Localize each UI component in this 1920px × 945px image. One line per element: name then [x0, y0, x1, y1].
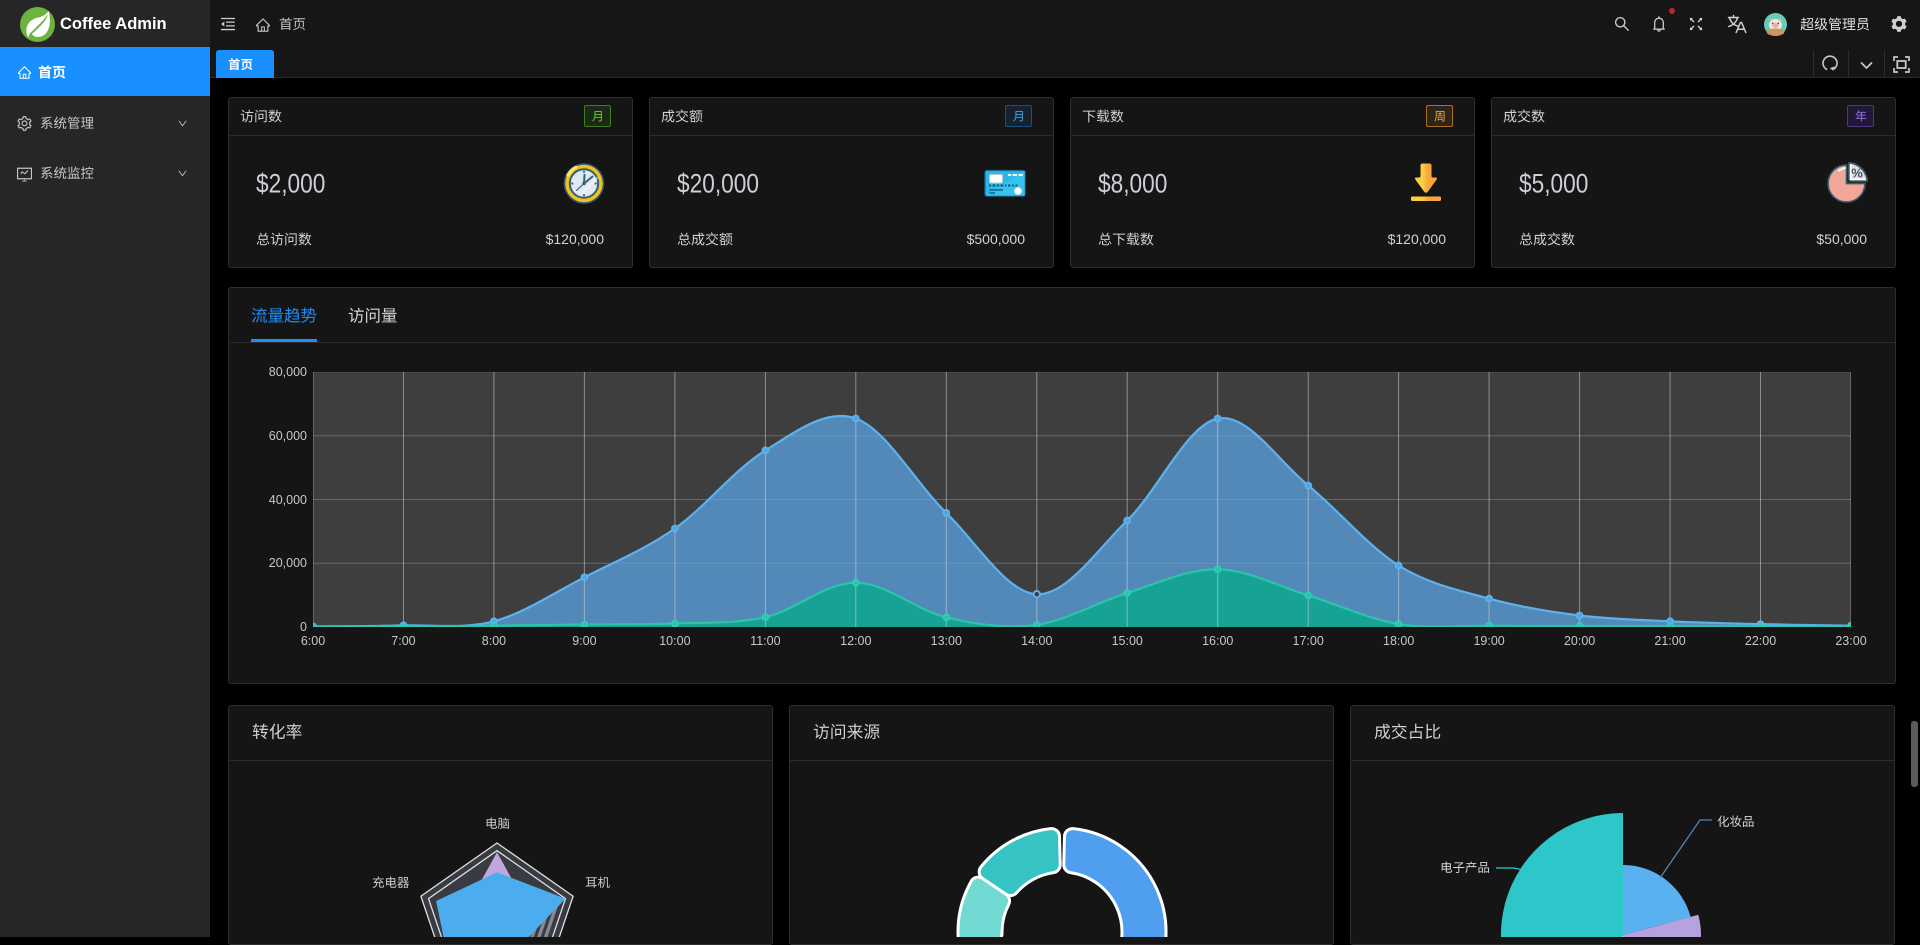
svg-text:%: %	[1851, 166, 1863, 181]
